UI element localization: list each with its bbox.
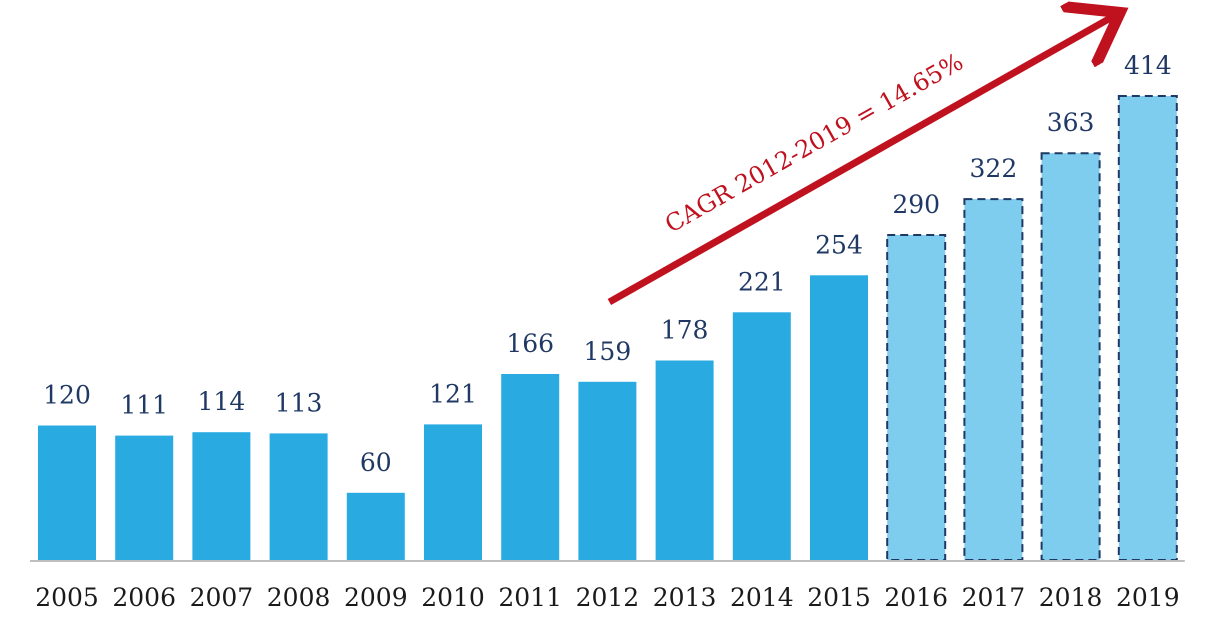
data-label: 254 [815,230,863,259]
data-label: 290 [892,190,940,219]
x-tick-label: 2009 [344,583,408,612]
x-tick-label: 2010 [421,583,485,612]
x-tick-label: 2006 [112,583,176,612]
data-label: 322 [970,154,1018,183]
data-label: 414 [1124,51,1172,80]
x-tick-labels-group: 2005 2006 2007 2008 2009 2010 2011 2012 2013 2014… [35,583,1179,612]
bars-group [38,95,1178,561]
cagr-arrow-line [607,16,1114,306]
bar-forecast [1117,95,1178,561]
data-label: 221 [738,267,786,296]
x-tick-label: 2013 [653,583,717,612]
x-tick-label: 2015 [807,583,871,612]
data-label: 60 [360,448,392,477]
data-label: 178 [661,316,709,345]
bar [269,433,328,560]
bar [732,312,791,560]
bar [578,381,637,560]
x-tick-label: 2018 [1039,583,1103,612]
data-label: 111 [120,391,168,420]
x-tick-label: 2012 [576,583,640,612]
value-labels-group: 120 111 114 113 60 121 166 159 178 221 254 290 322 36… [43,51,1172,477]
x-tick-label: 2008 [267,583,331,612]
data-label: 121 [429,379,477,408]
x-tick-label: 2016 [884,583,948,612]
x-tick-label: 2017 [962,583,1026,612]
bar [115,435,174,560]
data-label: 363 [1047,108,1095,137]
data-label: 120 [43,381,91,410]
x-tick-label: 2011 [498,583,562,612]
bar [810,275,868,560]
data-label: 166 [506,329,554,358]
data-label: 159 [584,337,632,366]
data-label: 113 [275,388,323,417]
bar-forecast [963,198,1024,561]
x-tick-label: 2019 [1116,583,1180,612]
bar [192,432,251,560]
bar [655,360,714,560]
bar-forecast [886,234,947,561]
bar-forecast [1040,152,1101,561]
x-tick-label: 2007 [190,583,254,612]
bar [424,424,482,560]
x-tick-label: 2005 [35,583,99,612]
bar [501,374,560,560]
data-label: 114 [198,387,246,416]
x-tick-label: 2014 [730,583,794,612]
bar [38,425,96,560]
bar [346,492,405,560]
